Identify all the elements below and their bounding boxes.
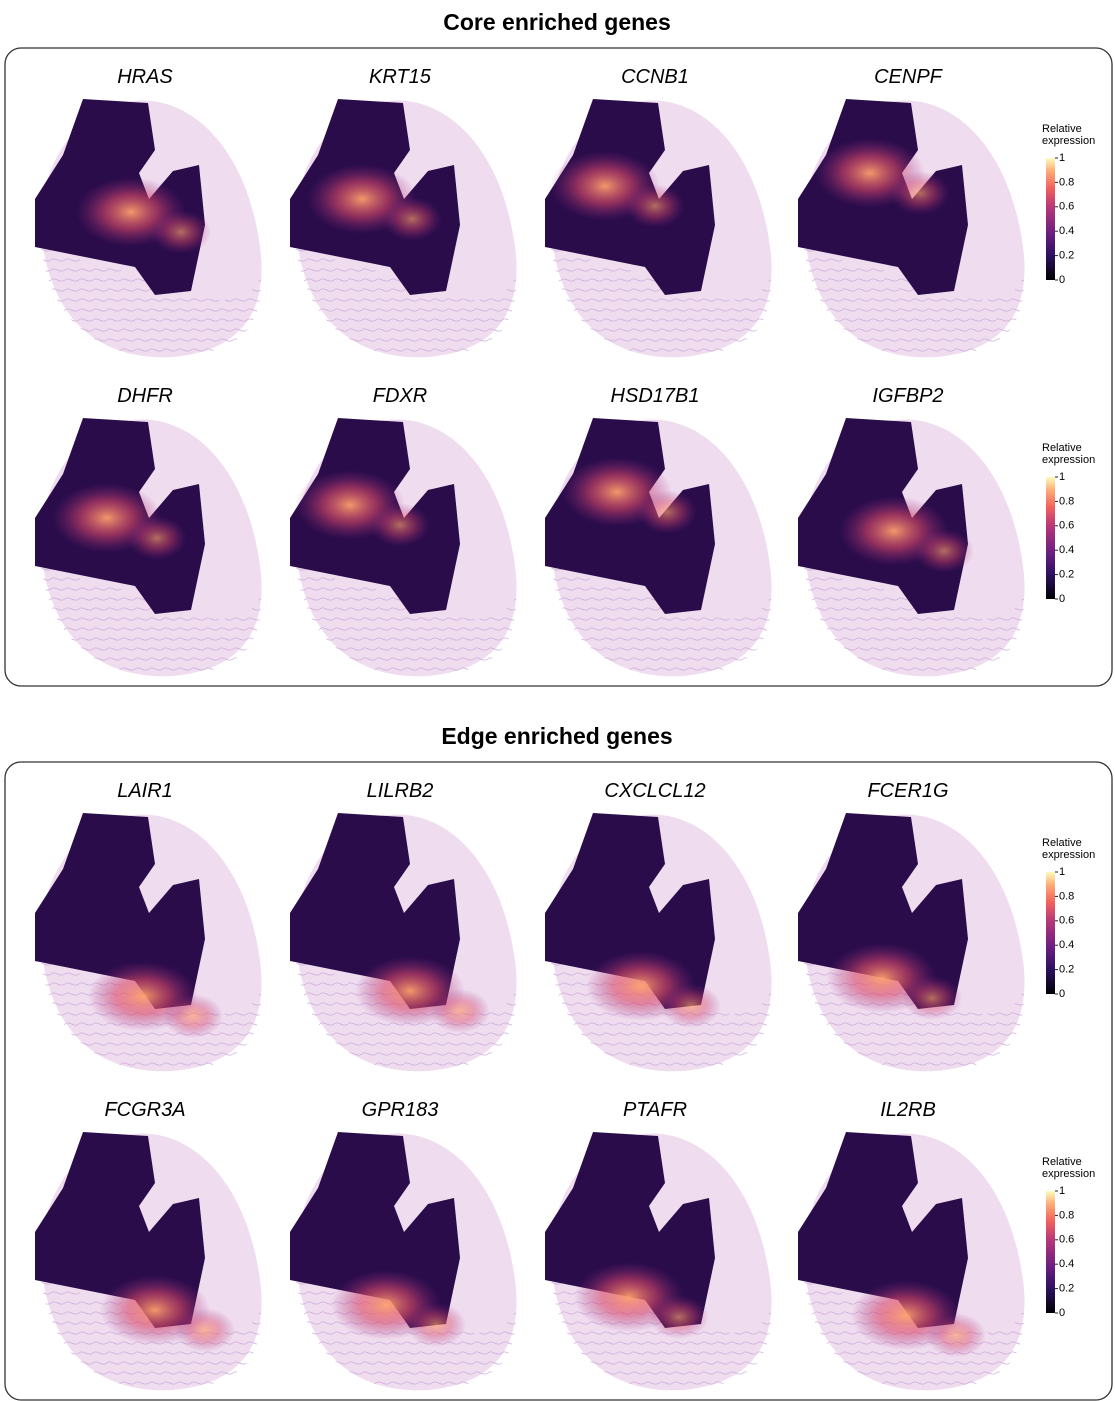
gene-label: FDXR xyxy=(373,385,427,407)
colorbar xyxy=(1046,1191,1055,1313)
colorbar-tick-label: 0.2 xyxy=(1059,1283,1074,1295)
tissue-image xyxy=(798,418,1025,676)
colorbar-tick-label: 0.2 xyxy=(1059,964,1074,976)
gene-label: KRT15 xyxy=(369,66,432,88)
gene-label: GPR183 xyxy=(362,1099,439,1121)
colorbar-tick-label: 1 xyxy=(1059,1185,1065,1197)
colorbar-tick-label: 1 xyxy=(1059,152,1065,164)
tissue-image xyxy=(290,99,517,357)
figure: Core enriched genes HRAS KRT15 CCNB1 CENPF DH… xyxy=(0,0,1115,1401)
tissue xyxy=(35,1132,262,1390)
expression-hotspot xyxy=(890,171,950,215)
tissue-image xyxy=(290,813,517,1071)
colorbar-tick-label: 0.6 xyxy=(1059,915,1074,927)
tissue xyxy=(545,1132,772,1390)
gene-label: FCER1G xyxy=(867,780,948,802)
tissue-image xyxy=(35,99,262,357)
tissue xyxy=(35,813,262,1071)
colorbar-tick-label: 0 xyxy=(1059,593,1065,605)
panel-title: Edge enriched genes xyxy=(441,723,672,749)
expression-hotspot xyxy=(163,994,223,1038)
expression-hotspot xyxy=(926,1313,986,1357)
colorbar-tick-label: 0.2 xyxy=(1059,569,1074,581)
colorbar-tick-label: 0.4 xyxy=(1059,1258,1074,1270)
colorbar-tick-label: 0.8 xyxy=(1059,1209,1074,1221)
gene-label: HRAS xyxy=(117,66,173,88)
colorbar-tick-label: 0.8 xyxy=(1059,495,1074,507)
gene-label: IL2RB xyxy=(880,1099,936,1121)
expression-hotspot xyxy=(914,529,974,573)
colorbar-tick-label: 1 xyxy=(1059,866,1065,878)
tissue-image xyxy=(290,418,517,676)
tissue-image xyxy=(290,1132,517,1390)
gene-label: DHFR xyxy=(117,385,173,407)
colorbar-tick-label: 1 xyxy=(1059,471,1065,483)
tissue xyxy=(290,813,517,1071)
colorbar-tick-label: 0.6 xyxy=(1059,1234,1074,1246)
gene-label: PTAFR xyxy=(623,1099,687,1121)
tissue xyxy=(290,418,517,676)
colorbar-tick-label: 0.2 xyxy=(1059,250,1074,262)
gene-label: IGFBP2 xyxy=(872,385,943,407)
gene-label: LAIR1 xyxy=(117,780,173,802)
colorbar-tick-label: 0 xyxy=(1059,274,1065,286)
expression-hotspot xyxy=(649,1295,709,1339)
expression-hotspot xyxy=(175,1308,235,1352)
colorbar-tick-label: 0.4 xyxy=(1059,544,1074,556)
colorbar xyxy=(1046,477,1055,599)
tissue xyxy=(545,99,772,357)
expression-hotspot xyxy=(637,490,697,534)
expression-hotspot xyxy=(127,516,187,560)
colorbar-tick-label: 0.8 xyxy=(1059,890,1074,902)
tissue-image xyxy=(545,813,772,1071)
colorbar xyxy=(1046,872,1055,994)
panel-title: Core enriched genes xyxy=(443,9,671,35)
tissue xyxy=(545,418,772,676)
expression-hotspot xyxy=(625,184,685,228)
tissue-image xyxy=(35,418,262,676)
expression-hotspot xyxy=(370,503,430,547)
tissue-image xyxy=(35,813,262,1071)
expression-hotspot xyxy=(382,197,442,241)
tissue xyxy=(290,1132,517,1390)
colorbar-tick-label: 0.4 xyxy=(1059,225,1074,237)
tissue xyxy=(545,813,772,1071)
colorbar-tick-label: 0 xyxy=(1059,1307,1065,1319)
tissue xyxy=(798,813,1025,1071)
colorbar-tick-label: 0.6 xyxy=(1059,520,1074,532)
expression-hotspot xyxy=(151,210,211,254)
expression-hotspot xyxy=(902,976,962,1020)
colorbar-tick-label: 0.8 xyxy=(1059,176,1074,188)
expression-hotspot xyxy=(661,984,721,1028)
tissue-image xyxy=(545,1132,772,1390)
colorbar xyxy=(1046,158,1055,280)
colorbar-tick-label: 0 xyxy=(1059,988,1065,1000)
expression-hotspot xyxy=(406,1303,466,1347)
tissue-image xyxy=(798,99,1025,357)
gene-label: CXCLCL12 xyxy=(604,780,705,802)
tissue xyxy=(798,99,1025,357)
colorbar-tick-label: 0.6 xyxy=(1059,201,1074,213)
tissue-image xyxy=(798,813,1025,1071)
gene-label: HSD17B1 xyxy=(611,385,700,407)
tissue-image xyxy=(798,1132,1025,1390)
gene-label: CCNB1 xyxy=(621,66,689,88)
tissue-image xyxy=(35,1132,262,1390)
tissue-image xyxy=(545,99,772,357)
gene-label: CENPF xyxy=(874,66,944,88)
tissue xyxy=(798,1132,1025,1390)
gene-label: LILRB2 xyxy=(367,780,434,802)
expression-hotspot xyxy=(430,989,490,1033)
gene-label: FCGR3A xyxy=(104,1099,185,1121)
tissue-image xyxy=(545,418,772,676)
colorbar-tick-label: 0.4 xyxy=(1059,939,1074,951)
